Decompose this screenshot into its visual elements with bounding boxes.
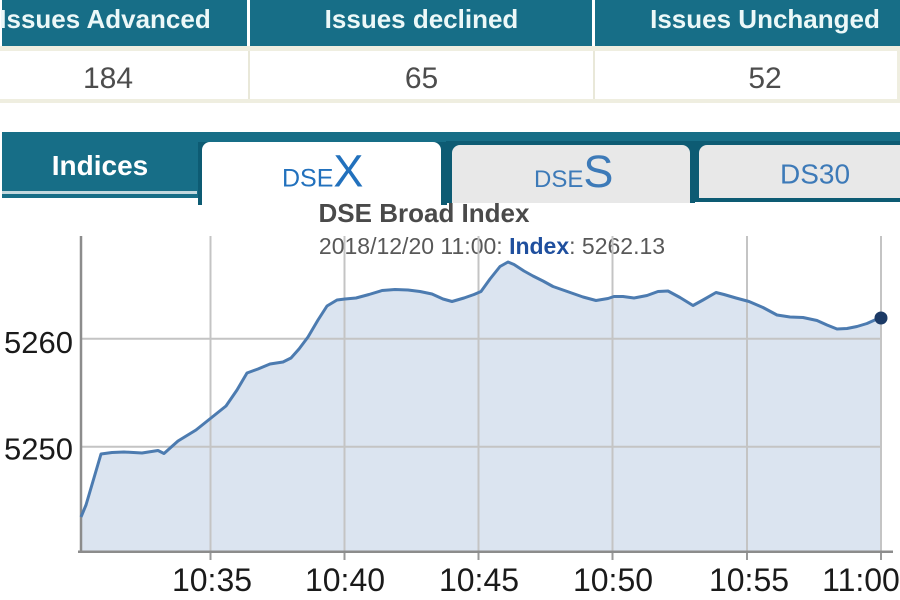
svg-text:DSES: DSES (534, 146, 613, 197)
svg-text:10:40: 10:40 (305, 562, 385, 598)
svg-text:5250: 5250 (4, 432, 73, 467)
svg-text:10:35: 10:35 (172, 562, 252, 598)
svg-text:5260: 5260 (4, 325, 73, 360)
svg-text:DSEX: DSEX (282, 146, 363, 197)
svg-text:11:00: 11:00 (822, 562, 900, 598)
svg-text:DS30: DS30 (780, 159, 850, 190)
svg-text:10:50: 10:50 (573, 562, 653, 598)
svg-text:10:55: 10:55 (709, 562, 789, 598)
svg-text:10:45: 10:45 (439, 562, 519, 598)
